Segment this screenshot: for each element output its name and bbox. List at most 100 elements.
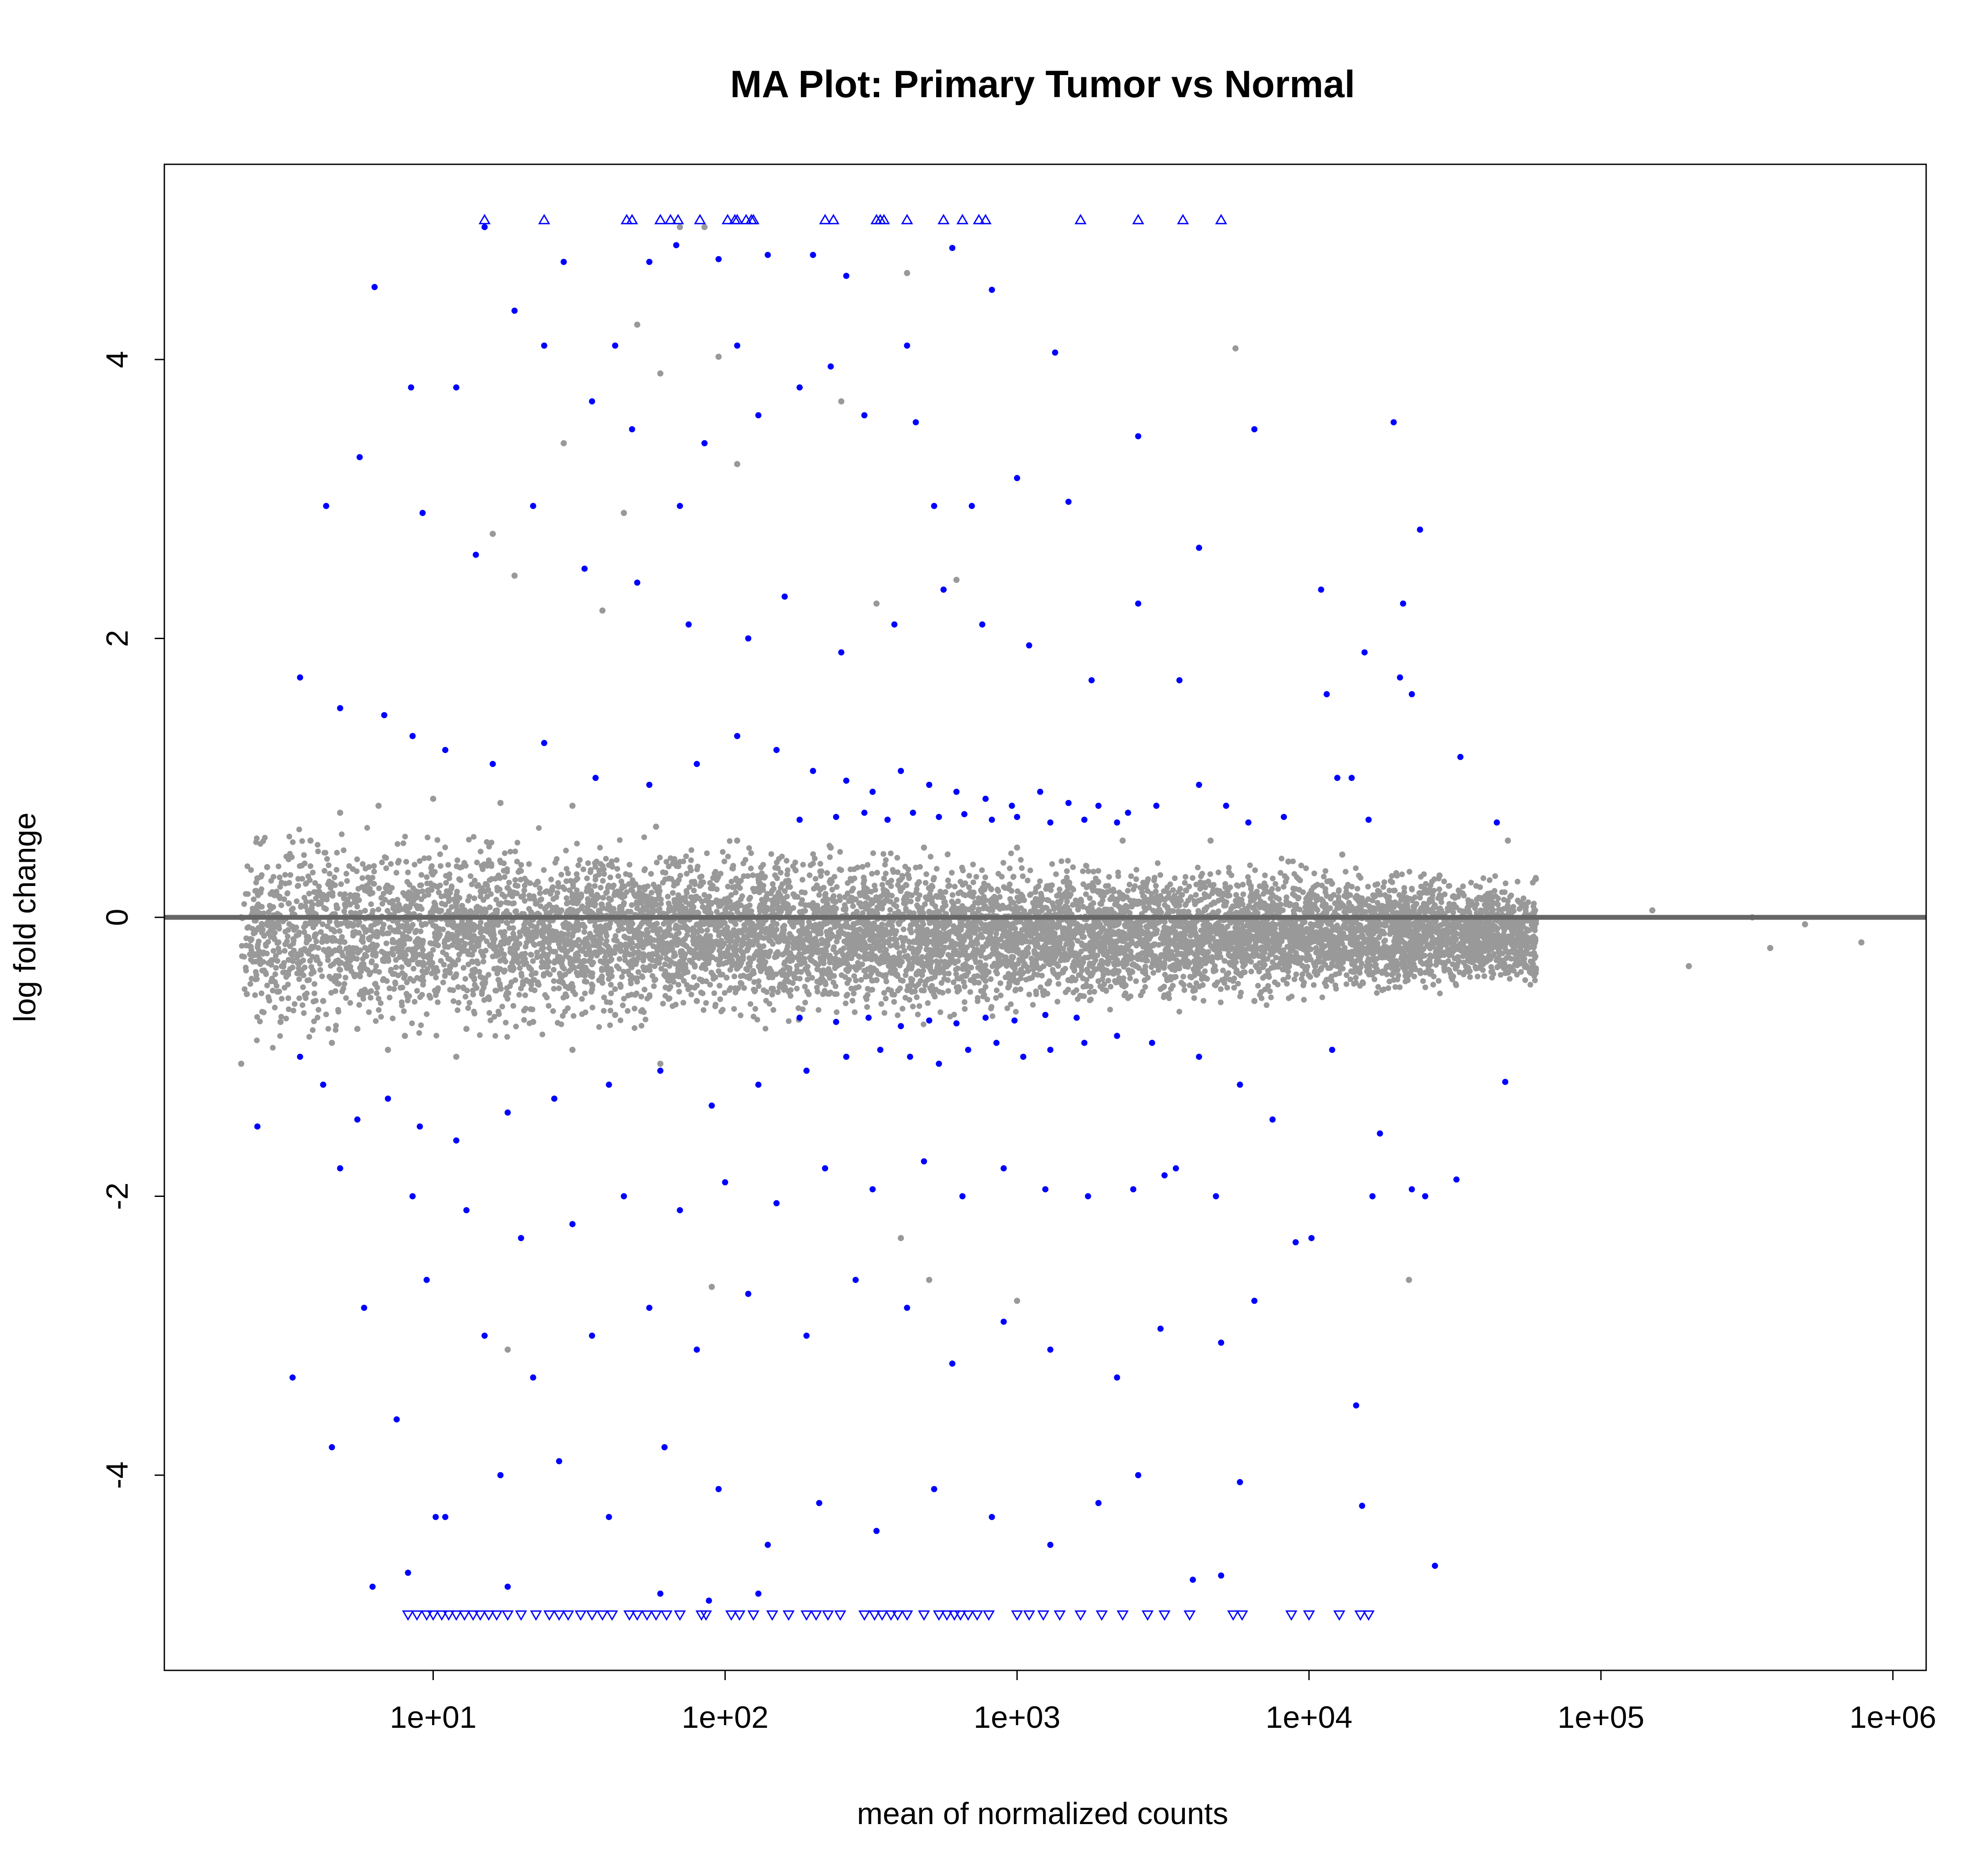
ns-band-point [376, 885, 382, 891]
ns-band-point [854, 864, 861, 871]
ns-band-point [1051, 903, 1057, 909]
ns-band-point [501, 860, 507, 867]
ns-band-point [478, 848, 484, 855]
ns-band-point [360, 924, 366, 930]
ns-band-point [547, 971, 553, 977]
ns-band-point [810, 851, 816, 857]
ns-band-point [1183, 874, 1188, 880]
ns-band-point [365, 874, 371, 881]
ns-band-point [1095, 868, 1101, 874]
ns-band-point [1411, 973, 1417, 980]
ns-band-point [1381, 879, 1387, 885]
ns-band-point [758, 934, 764, 940]
ns-band-point [1386, 978, 1392, 984]
ns-band-point [1090, 900, 1096, 906]
ns-band-point [851, 990, 857, 996]
ns-band-point [336, 966, 342, 973]
ns-band-point [355, 886, 361, 892]
ns-band-point [337, 891, 343, 897]
ns-band-point [501, 874, 508, 880]
ns-band-point [1062, 989, 1069, 996]
ns-band-point [777, 933, 783, 939]
ns-band-point [519, 951, 525, 957]
ns-band-point [569, 981, 575, 987]
ns-band-point [1127, 975, 1133, 981]
ns-band-point [1514, 972, 1520, 978]
ns-band-point [484, 893, 490, 900]
ns-band-point [754, 938, 760, 944]
ns-band-point [1262, 872, 1268, 878]
ns-band-point [915, 1011, 921, 1018]
ns-band-point [796, 928, 802, 934]
ns-band-point [763, 1026, 769, 1032]
ns-band-point [306, 890, 312, 897]
ns-band-point [556, 985, 562, 992]
ns-band-point [354, 904, 360, 910]
ns-band-point [961, 979, 967, 985]
ns-band-point [908, 898, 914, 905]
ns-band-point [817, 861, 823, 867]
ns-band-point [317, 967, 323, 973]
ns-band-point [270, 948, 277, 954]
ns-band-point [333, 1022, 339, 1029]
ns-band-point [1480, 875, 1487, 881]
ns-band-point [1065, 940, 1071, 946]
ns-band-point [762, 874, 768, 880]
ns-band-point [683, 853, 689, 859]
ns-band-point [880, 851, 887, 857]
ns-band-point [455, 1007, 461, 1013]
ns-band-point [323, 906, 329, 912]
ns-band-point [277, 1033, 283, 1039]
ns-band-point [626, 862, 633, 868]
ns-band-point [388, 861, 394, 867]
ns-band-point [714, 886, 720, 892]
ns-band-point [566, 968, 572, 974]
ns-band-point [688, 867, 694, 874]
ns-band-point [418, 896, 425, 902]
ns-band-point [849, 888, 855, 894]
ns-band-point [283, 1015, 289, 1022]
ns-band-point [1386, 887, 1392, 893]
ns-band-point [390, 971, 396, 977]
ns-band-point [575, 953, 581, 959]
ns-band-point [402, 833, 408, 840]
ns-band-point [629, 902, 635, 908]
ns-band-point [1385, 985, 1392, 991]
ns-band-point [1055, 981, 1062, 987]
ns-band-point [398, 999, 405, 1005]
ns-band-point [784, 858, 789, 864]
ns-band-point [916, 879, 922, 885]
ns-band-point [725, 853, 731, 859]
ns-band-point [800, 1006, 806, 1012]
ns-band-point [838, 947, 844, 954]
ns-band-point [938, 980, 945, 986]
ns-band-point [1043, 886, 1049, 892]
ns-band-point [1427, 971, 1433, 977]
ns-band-point [424, 1011, 430, 1017]
ns-band-point [518, 877, 524, 883]
ns-band-point [313, 938, 319, 944]
ns-band-point [1008, 1001, 1014, 1007]
ns-band-point [1441, 878, 1447, 885]
ns-band-point [621, 969, 627, 975]
ns-band-point [1057, 886, 1062, 893]
ns-band-point [296, 995, 302, 1001]
ns-band-point [383, 865, 389, 871]
ns-band-point [751, 979, 757, 985]
ns-band-point [605, 943, 611, 950]
ns-band-point [1162, 972, 1168, 978]
ns-band-point [1055, 999, 1061, 1005]
ns-band-point [287, 851, 293, 857]
ns-band-point [800, 862, 806, 868]
ns-band-point [703, 978, 709, 984]
ns-band-point [616, 956, 622, 962]
ns-band-point [1134, 955, 1140, 962]
ns-band-point [287, 943, 293, 949]
ns-band-point [616, 965, 622, 972]
ns-band-point [775, 989, 781, 995]
ns-band-point [1041, 988, 1047, 994]
ns-band-point [654, 859, 660, 866]
ns-band-point [457, 877, 463, 883]
ns-band-point [421, 855, 427, 861]
ns-band-point [405, 869, 411, 875]
